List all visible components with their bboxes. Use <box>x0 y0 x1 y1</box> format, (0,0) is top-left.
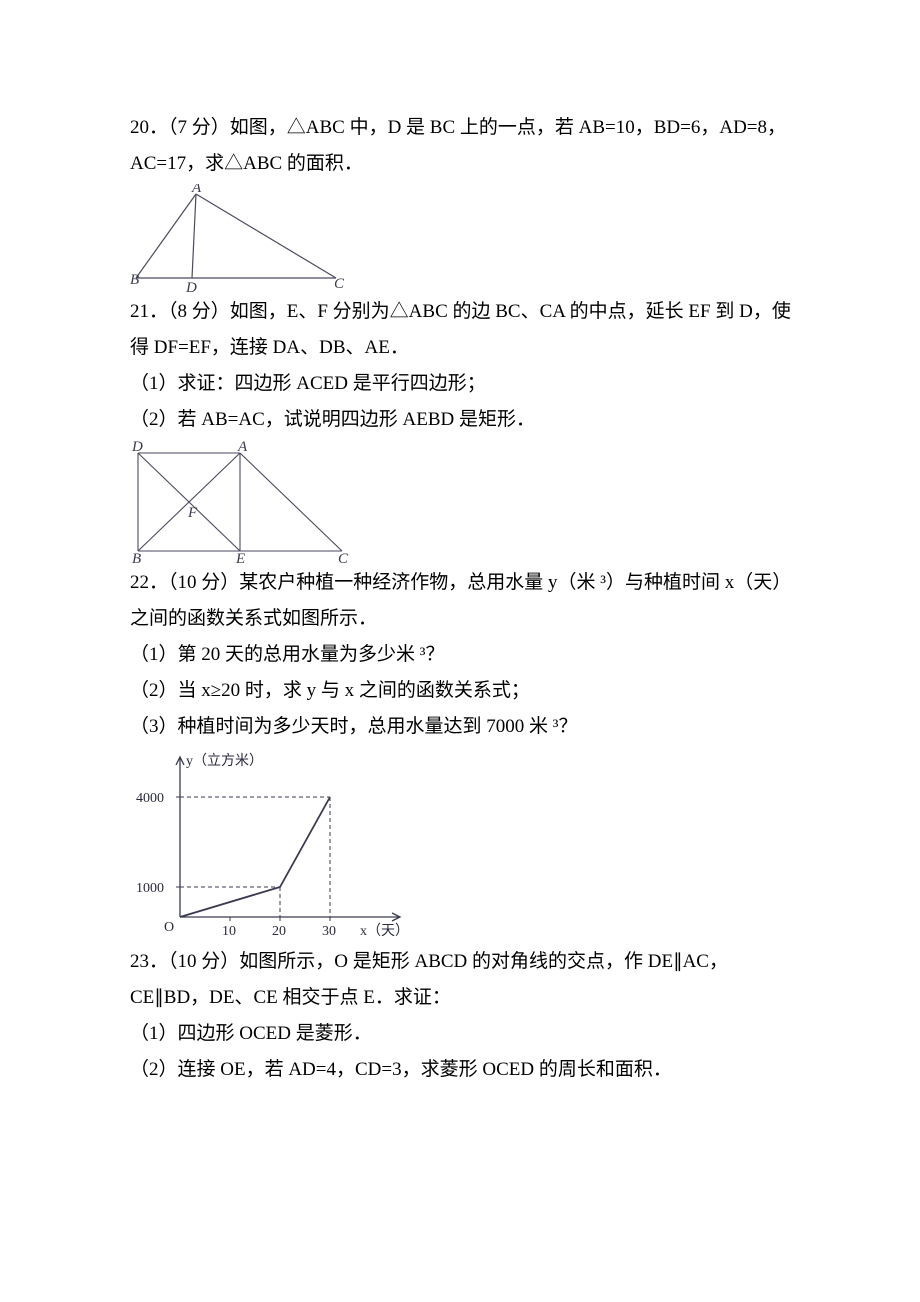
q23-line3: （2）连接 OE，若 AD=4，CD=3，求菱形 OCED 的周长和面积． <box>130 1052 800 1088</box>
page-content: 20．（7 分）如图，△ABC 中，D 是 BC 上的一点，若 AB=10，BD… <box>0 0 920 1148</box>
svg-text:A: A <box>191 184 202 196</box>
svg-text:10: 10 <box>222 924 236 939</box>
q20-text: 20．（7 分）如图，△ABC 中，D 是 BC 上的一点，若 AB=10，BD… <box>130 110 800 182</box>
svg-text:F: F <box>187 505 198 521</box>
svg-text:E: E <box>235 551 245 563</box>
q22-line1: 22．（10 分）某农户种植一种经济作物，总用水量 y（米 ³）与种植时间 x（… <box>130 565 800 637</box>
svg-text:O: O <box>164 920 174 935</box>
svg-text:x（天）: x（天） <box>360 923 409 939</box>
q21-line1: 21．（8 分）如图，E、F 分别为△ABC 的边 BC、CA 的中点，延长 E… <box>130 294 800 366</box>
q21-line2: （1）求证：四边形 ACED 是平行四边形； <box>130 366 800 402</box>
svg-text:20: 20 <box>272 924 286 939</box>
svg-text:4000: 4000 <box>136 791 164 806</box>
q22-line4: （3）种植时间为多少天时，总用水量达到 7000 米 ³？ <box>130 709 800 745</box>
q23-line1: 23．（10 分）如图所示，O 是矩形 ABCD 的对角线的交点，作 DE∥AC… <box>130 944 800 1016</box>
svg-text:B: B <box>132 551 141 563</box>
svg-text:30: 30 <box>322 924 336 939</box>
svg-text:C: C <box>334 276 345 292</box>
q22-figure: 1000 4000 10 20 30 y（立方米） x（天） O <box>130 747 430 942</box>
q21-line3: （2）若 AB=AC，试说明四边形 AEBD 是矩形． <box>130 402 800 438</box>
svg-text:D: D <box>131 441 143 455</box>
svg-text:y（立方米）: y（立方米） <box>186 753 263 769</box>
q21-figure: D A B E C F <box>130 441 362 563</box>
q20-figure: A B C D <box>130 184 348 292</box>
q23-line2: （1）四边形 OCED 是菱形． <box>130 1016 800 1052</box>
svg-text:A: A <box>237 441 248 455</box>
svg-text:D: D <box>185 280 197 292</box>
svg-text:C: C <box>338 551 349 563</box>
q22-line3: （2）当 x≥20 时，求 y 与 x 之间的函数关系式； <box>130 673 800 709</box>
svg-text:B: B <box>130 272 139 288</box>
svg-text:1000: 1000 <box>136 881 164 896</box>
q22-line2: （1）第 20 天的总用水量为多少米 ³？ <box>130 637 800 673</box>
